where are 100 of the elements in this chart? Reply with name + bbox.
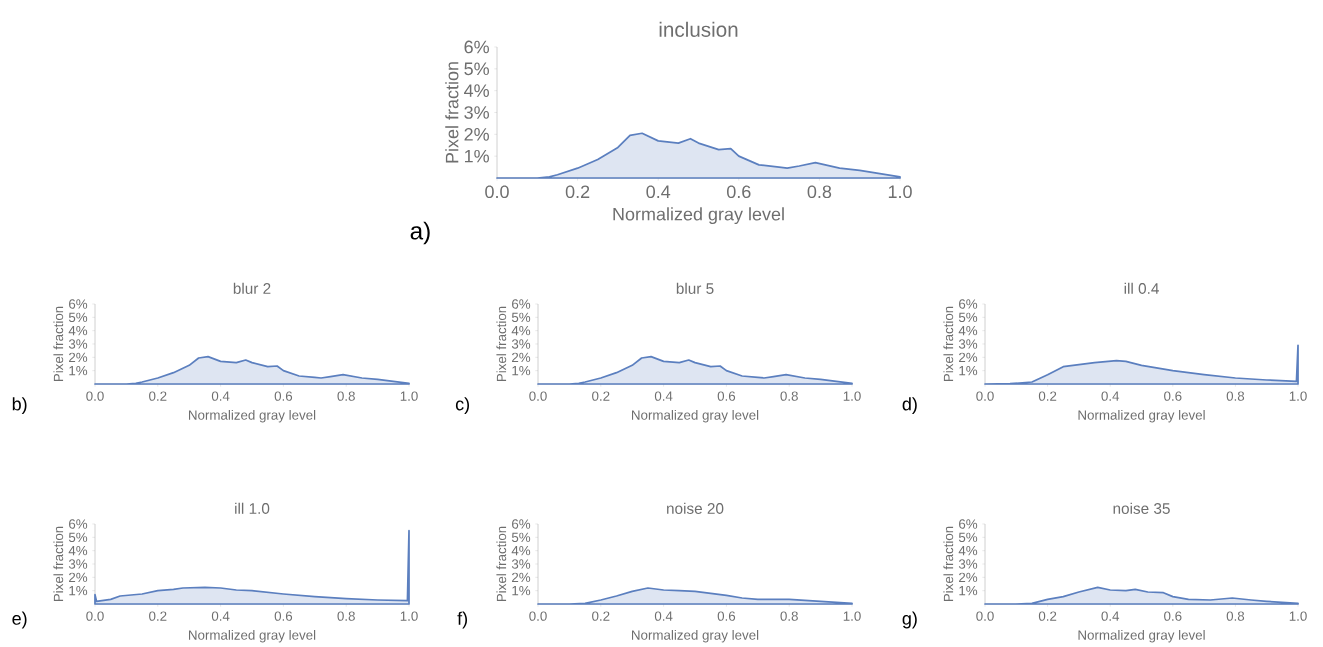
x-tick-label: 0.2: [1038, 391, 1057, 401]
y-tick-label: 3%: [68, 339, 88, 349]
y-tick-label: 2%: [69, 352, 88, 363]
y-tick-label: 3%: [958, 339, 978, 349]
x-tick-label: 0.0: [86, 391, 104, 401]
x-tick-label: 0.0: [529, 611, 547, 621]
y-tick-label: 5%: [464, 62, 489, 76]
x-tick-label: 0.6: [717, 611, 736, 621]
x-axis-title: Normalized gray level: [632, 630, 759, 643]
y-tick-label: 5%: [958, 312, 978, 323]
y-tick-label: 5%: [511, 532, 531, 543]
x-tick-label: 0.8: [337, 611, 355, 621]
y-tick-label: 6%: [69, 299, 88, 309]
y-tick-label: 5%: [68, 532, 88, 543]
y-tick-label: 4%: [958, 546, 978, 556]
x-axis-title: Normalized gray level: [1078, 630, 1205, 643]
y-tick-label: 6%: [959, 519, 978, 529]
y-tick-label: 1%: [959, 586, 978, 596]
y-tick-label: 1%: [512, 366, 531, 376]
y-axis-title: Pixel fraction: [496, 306, 507, 382]
x-tick-label: 0.4: [211, 391, 230, 401]
y-tick-label: 6%: [69, 519, 88, 529]
text: d): [902, 397, 917, 415]
chart-title: blur 5: [676, 282, 714, 295]
y-axis-title: Pixel fraction: [943, 526, 954, 602]
text: b): [12, 397, 27, 415]
y-tick-label: 4%: [511, 326, 531, 336]
x-tick-label: 0.4: [646, 185, 671, 199]
y-tick-label: 5%: [68, 312, 88, 323]
x-tick-label: 0.0: [485, 185, 509, 199]
y-tick-label: 6%: [959, 299, 978, 309]
y-tick-label: 2%: [512, 352, 531, 363]
y-tick-label: 2%: [69, 572, 88, 583]
y-tick-label: 4%: [68, 326, 88, 336]
x-tick-label: 0.2: [565, 185, 590, 199]
y-tick-label: 1%: [959, 366, 978, 376]
y-tick-label: 1%: [69, 586, 88, 596]
y-tick-label: 2%: [464, 128, 489, 141]
y-axis-title: Pixel fraction: [53, 306, 64, 382]
x-tick-label: 0.2: [1038, 611, 1057, 621]
x-axis-title: Normalized gray level: [188, 630, 316, 643]
chart-title: ill 0.4: [1124, 282, 1159, 295]
x-tick-label: 0.0: [529, 391, 547, 401]
text: c): [455, 397, 470, 415]
y-tick-label: 4%: [511, 546, 531, 556]
text: e): [12, 611, 27, 629]
x-axis-title: Normalized gray level: [632, 410, 759, 423]
x-tick-label: 0.0: [976, 611, 994, 621]
y-tick-label: 6%: [512, 299, 531, 309]
y-axis-title: Pixel fraction: [496, 526, 507, 602]
y-tick-label: 3%: [68, 559, 88, 569]
x-tick-label: 1.0: [400, 611, 418, 621]
y-axis-title: Pixel fraction: [53, 526, 64, 602]
x-tick-label: 0.6: [1164, 611, 1182, 621]
x-tick-label: 0.2: [592, 611, 610, 621]
y-tick-label: 1%: [69, 366, 88, 376]
x-tick-label: 1.0: [843, 391, 861, 401]
x-tick-label: 0.8: [807, 185, 832, 199]
chart-title: noise 20: [667, 502, 724, 515]
x-tick-label: 0.4: [654, 391, 673, 401]
x-tick-label: 0.8: [1226, 611, 1245, 621]
chart-title: ill 1.0: [235, 502, 270, 515]
text: f): [457, 611, 468, 629]
x-axis-title: Normalized gray level: [188, 410, 316, 423]
x-tick-label: 0.4: [1101, 611, 1120, 621]
x-tick-label: 0.8: [780, 611, 798, 621]
y-tick-label: 2%: [959, 572, 978, 583]
text: a): [410, 221, 430, 245]
y-tick-label: 4%: [958, 326, 978, 336]
x-axis-title: Normalized gray level: [1078, 410, 1205, 423]
x-tick-label: 0.4: [654, 611, 673, 621]
y-tick-label: 4%: [464, 84, 489, 98]
x-tick-label: 0.6: [274, 391, 293, 401]
x-tick-label: 0.8: [780, 391, 798, 401]
y-tick-label: 6%: [464, 40, 489, 54]
y-tick-label: 5%: [958, 532, 978, 543]
x-tick-label: 0.8: [1226, 391, 1245, 401]
y-axis-title: Pixel fraction: [445, 62, 459, 163]
y-tick-label: 5%: [511, 312, 531, 323]
x-tick-label: 0.0: [86, 611, 104, 621]
x-tick-label: 1.0: [1289, 611, 1307, 621]
y-tick-label: 3%: [511, 339, 531, 349]
x-tick-label: 0.6: [717, 391, 736, 401]
chart-title: blur 2: [233, 282, 271, 295]
y-tick-label: 2%: [959, 352, 978, 363]
y-tick-label: 2%: [512, 572, 531, 583]
chart-title: noise 35: [1113, 502, 1170, 515]
y-tick-label: 4%: [68, 546, 88, 556]
x-tick-label: 0.6: [727, 185, 751, 199]
text: g): [902, 611, 917, 629]
y-tick-label: 6%: [512, 519, 531, 529]
x-tick-label: 0.2: [149, 391, 167, 401]
y-axis-title: Pixel fraction: [943, 306, 954, 382]
x-tick-label: 0.0: [976, 391, 994, 401]
x-tick-label: 1.0: [400, 391, 418, 401]
x-tick-label: 0.2: [592, 391, 610, 401]
x-tick-label: 0.4: [211, 611, 230, 621]
x-tick-label: 1.0: [888, 185, 912, 199]
x-tick-label: 0.8: [337, 391, 355, 401]
x-tick-label: 0.6: [1164, 391, 1182, 401]
